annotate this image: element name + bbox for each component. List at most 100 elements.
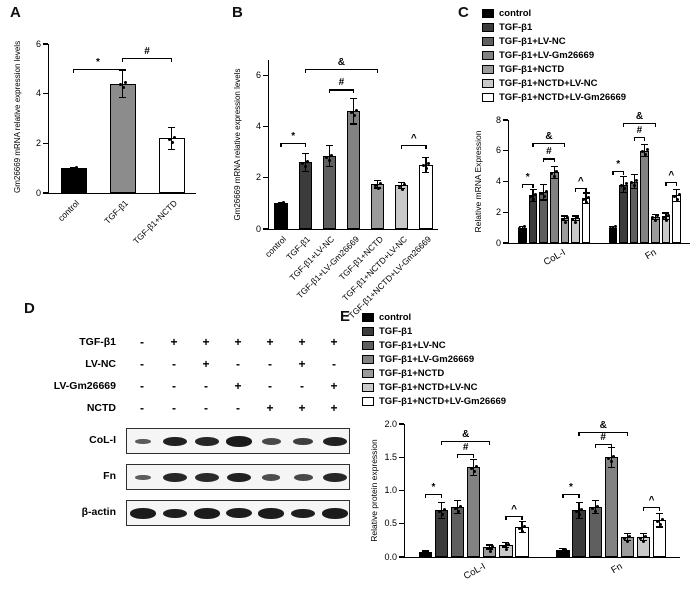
data-point <box>521 230 525 234</box>
y-axis-tick <box>263 74 268 76</box>
error-bar-cap <box>422 172 430 174</box>
data-point <box>352 113 356 117</box>
significance-bracket-leg <box>489 440 491 445</box>
data-point <box>563 220 567 224</box>
error-bar-cap <box>639 533 647 535</box>
significance-bracket <box>575 187 587 189</box>
data-point <box>469 466 473 470</box>
treatment-sign: - <box>332 357 336 371</box>
data-point <box>421 164 425 168</box>
data-point <box>123 81 127 85</box>
data-point <box>642 539 646 543</box>
data-point <box>651 216 655 220</box>
data-point <box>523 225 527 229</box>
error-bar-cap <box>620 176 628 178</box>
error-bar-cap <box>502 541 510 543</box>
legend-item-label: TGF-β1+NCTD <box>379 368 445 379</box>
error-bar-cap <box>277 201 285 203</box>
protein-label: Fn <box>103 470 116 482</box>
blot-band <box>322 436 348 447</box>
legend-swatch <box>362 313 374 322</box>
legend-item: TGF-β1 <box>482 22 626 33</box>
significance-label: * <box>616 158 621 170</box>
treatment-sign: - <box>268 357 272 371</box>
error-bar <box>564 216 566 221</box>
error-bar <box>644 144 646 157</box>
error-bar-cap <box>168 126 175 128</box>
error-bar <box>280 202 282 205</box>
error-bar <box>654 214 656 220</box>
significance-bracket-leg <box>401 144 403 149</box>
error-bar <box>553 166 555 179</box>
treatment-sign: - <box>204 401 208 415</box>
data-point <box>677 192 681 196</box>
treatment-sign: + <box>298 401 306 415</box>
error-bar <box>642 533 645 541</box>
treatment-sign: + <box>298 335 306 349</box>
error-bar-cap <box>518 228 526 230</box>
significance-label: * <box>525 171 530 183</box>
data-point <box>635 179 639 182</box>
legend-swatch <box>362 397 374 406</box>
significance-bracket <box>457 453 474 456</box>
panel-label-d: D <box>24 300 35 317</box>
data-point <box>585 200 589 204</box>
error-bar-cap <box>609 228 617 230</box>
legend-item: control <box>482 8 626 19</box>
significance-bracket-leg <box>521 515 523 520</box>
data-point <box>354 108 358 112</box>
error-bar-cap <box>470 474 478 476</box>
significance-bracket <box>562 493 580 495</box>
data-point <box>532 197 536 201</box>
significance-label: # <box>462 441 469 453</box>
significance-bracket <box>522 183 534 185</box>
legend-item-label: TGF-β1+NCTD+LV-NC <box>499 78 598 89</box>
error-bar-cap <box>591 513 599 515</box>
data-point <box>550 171 554 175</box>
y-tick-label: 0.0 <box>384 551 397 562</box>
data-point <box>622 187 626 191</box>
treatment-sign: + <box>266 401 274 415</box>
blot-band <box>134 438 152 445</box>
data-point <box>301 161 305 165</box>
legend-item-label: TGF-β1+NCTD+LV-Gm26669 <box>379 396 507 407</box>
western-blot-panel: TGF-β1 - + + + + + + LV-NC - - + - - + - LV-Gm26669 - - - + -… <box>24 302 354 588</box>
error-bar <box>594 500 596 514</box>
significance-label: & <box>599 419 607 431</box>
error-bar-cap <box>561 220 569 222</box>
legend-item: TGF-β1+NCTD <box>362 368 506 379</box>
error-bar-cap <box>651 213 659 216</box>
significance-bracket-leg <box>352 89 355 94</box>
legend-swatch <box>482 79 494 88</box>
y-axis-label: Gm26669 mRNA relative expression levels <box>13 40 22 193</box>
legend-swatch <box>482 51 494 60</box>
blot-band <box>323 472 347 483</box>
legend-item-label: TGF-β1+LV-NC <box>499 36 566 47</box>
y-tick-label: 6 <box>255 69 261 80</box>
significance-bracket <box>329 89 354 91</box>
significance-bracket-leg <box>425 144 427 149</box>
significance-bracket <box>122 57 172 59</box>
significance-bracket-leg <box>553 158 555 163</box>
data-point <box>563 547 567 551</box>
y-axis-label: Relative mRNA Expression <box>473 130 483 233</box>
error-bar-cap <box>518 225 526 227</box>
error-bar-cap <box>325 145 333 147</box>
legend-swatch <box>362 341 374 350</box>
significance-bracket <box>595 443 612 446</box>
legend-swatch <box>482 37 494 46</box>
y-axis-tick <box>263 125 268 128</box>
y-tick-label: 4 <box>255 121 261 132</box>
x-group-label: CoL-I <box>542 247 568 269</box>
data-point <box>553 174 557 178</box>
significance-bracket-leg <box>585 187 587 192</box>
error-bar-cap <box>398 181 406 183</box>
data-point <box>69 167 73 171</box>
legend-item: control <box>362 312 506 323</box>
treatment-sign: + <box>170 335 178 349</box>
error-bar-cap <box>301 152 309 155</box>
significance-bracket-leg <box>505 515 507 520</box>
legend-item-label: TGF-β1+LV-Gm26669 <box>379 354 475 365</box>
bar <box>467 467 481 557</box>
y-axis-tick <box>399 456 404 458</box>
